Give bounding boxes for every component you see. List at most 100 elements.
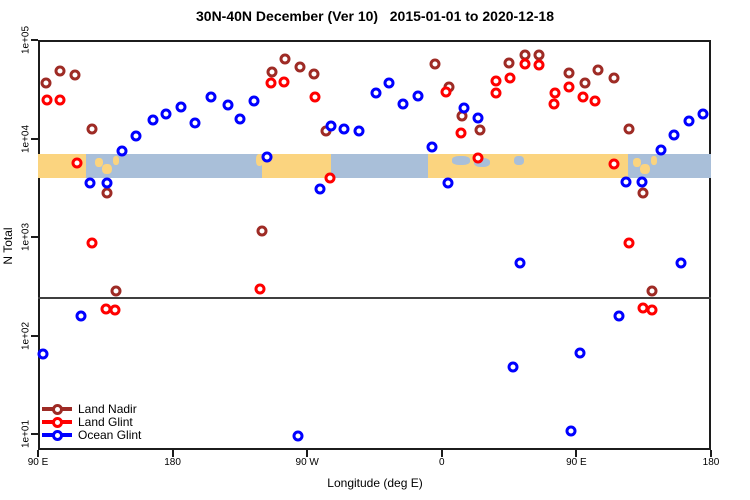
data-point-ocean-glint [412,90,424,102]
land-segment [651,156,658,165]
chart-title: 30N-40N December (Ver 10) 2015-01-01 to … [196,8,554,24]
legend-label: Land Glint [78,415,133,429]
data-point-land-glint [549,87,561,99]
reference-line [38,297,711,300]
data-point-ocean-glint [565,425,577,437]
data-point-ocean-glint [620,176,632,188]
x-axis-title: Longitude (deg E) [327,476,423,490]
data-point-ocean-glint [683,115,695,127]
data-point-ocean-glint [353,125,365,137]
land-segment [94,157,104,168]
legend-label: Ocean Glint [78,428,142,442]
data-point-ocean-glint [574,347,586,359]
data-point-ocean-glint [636,176,648,188]
circle-marker-icon [52,416,63,428]
sea-patch [514,155,525,165]
y-tick-label: 1e+02 [20,321,32,350]
data-point-land-glint [254,283,266,295]
data-point-land-glint [490,75,502,87]
data-point-land-nadir [592,64,604,76]
x-tick-mark [171,450,174,457]
data-point-land-nadir [429,58,441,70]
data-point-land-nadir [256,225,268,237]
data-point-land-glint [504,72,516,84]
data-point-land-nadir [86,123,98,135]
data-point-ocean-glint [697,108,709,120]
data-point-land-glint [623,237,635,249]
data-point-land-nadir [40,77,52,89]
x-tick-mark [37,450,39,457]
data-point-land-glint [440,86,452,98]
y-tick-label: 1e+01 [20,419,32,449]
data-point-ocean-glint [292,430,304,442]
data-point-ocean-glint [222,99,234,111]
data-point-land-nadir [474,124,486,136]
data-point-land-nadir [503,57,515,69]
legend-label: Land Nadir [78,402,137,416]
data-point-ocean-glint [205,91,217,103]
data-point-ocean-glint [338,123,350,135]
y-tick-mark [31,137,38,140]
data-point-ocean-glint [37,348,49,360]
data-point-land-nadir [279,53,291,65]
data-point-land-nadir [308,68,320,80]
data-point-land-nadir [294,61,306,73]
x-tick-label: 180 [702,457,720,468]
data-point-land-nadir [266,66,278,78]
data-point-ocean-glint [75,310,87,322]
data-point-land-glint [646,304,658,316]
data-point-land-glint [519,58,531,70]
data-point-land-glint [109,304,121,316]
y-tick-mark [31,334,38,337]
y-tick-label: 1e+04 [20,124,32,153]
y-tick-label: 1e+05 [20,25,32,55]
data-point-ocean-glint [458,102,470,114]
data-point-land-nadir [637,187,649,199]
data-point-land-glint [71,157,83,169]
data-point-land-glint [548,98,560,110]
data-point-ocean-glint [675,257,687,269]
data-point-ocean-glint [514,257,526,269]
data-point-land-glint [324,172,336,184]
land-segment [102,163,113,175]
circle-marker-icon [52,429,63,441]
data-point-land-nadir [101,187,113,199]
data-point-land-nadir [623,123,635,135]
data-point-ocean-glint [442,177,454,189]
land-segment [633,157,642,168]
land-segment [113,156,120,165]
land-segment [256,153,264,166]
data-point-ocean-glint [668,129,680,141]
data-point-ocean-glint [248,95,260,107]
data-point-land-glint [608,158,620,170]
data-point-ocean-glint [147,114,159,126]
data-point-ocean-glint [175,101,187,113]
data-point-ocean-glint [507,361,519,373]
data-point-ocean-glint [261,151,273,163]
data-point-land-nadir [563,67,575,79]
data-point-land-nadir [608,72,620,84]
x-tick-mark [440,450,443,457]
data-point-land-nadir [54,65,66,77]
land-segment [640,163,651,175]
sea-patch [451,155,471,165]
data-point-ocean-glint [472,112,484,124]
data-point-land-glint [41,94,53,106]
y-tick-mark [31,39,38,41]
data-point-land-nadir [110,285,122,297]
x-tick-mark [575,450,578,457]
y-tick-mark [31,236,38,238]
data-point-ocean-glint [314,183,326,195]
data-point-ocean-glint [325,120,337,132]
data-point-ocean-glint [370,87,382,99]
data-point-land-nadir [533,49,545,61]
data-point-land-glint [455,127,467,139]
data-point-ocean-glint [101,177,113,189]
x-tick-label: 0 [439,457,445,468]
data-point-land-glint [86,237,98,249]
data-point-ocean-glint [84,177,96,189]
data-point-ocean-glint [655,144,667,156]
x-tick-mark [710,450,712,457]
x-tick-label: 90 E [566,457,587,468]
data-point-ocean-glint [383,77,395,89]
